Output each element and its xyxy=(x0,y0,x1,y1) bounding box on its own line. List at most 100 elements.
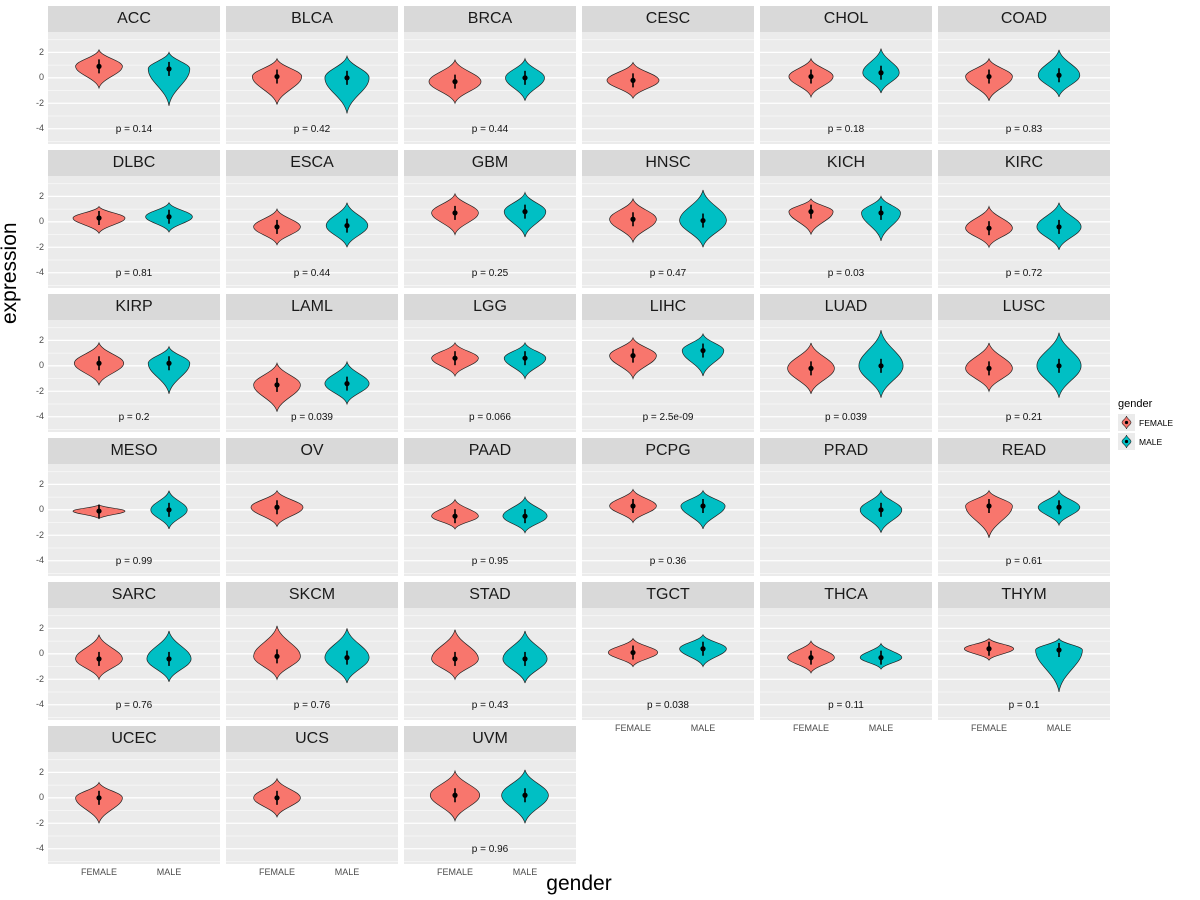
median-point-female xyxy=(452,355,458,361)
median-point-male xyxy=(1056,647,1062,653)
p-value-label: p = 0.03 xyxy=(828,268,865,279)
facet-title-UCEC: UCEC xyxy=(48,726,220,752)
p-value-label: p = 0.36 xyxy=(650,556,687,567)
median-point-female xyxy=(96,63,102,69)
facet-CESC: CESC xyxy=(582,6,754,144)
x-axis-title: gender xyxy=(546,872,612,895)
median-point-female xyxy=(808,655,814,661)
median-point-male xyxy=(166,360,172,366)
facet-SKCM: SKCM p = 0.76 xyxy=(226,582,398,720)
median-point-male xyxy=(700,347,706,354)
y-tick-label: -2 xyxy=(35,817,44,828)
y-tick-label: 2 xyxy=(38,766,44,777)
panel-LGG: p = 0.066 xyxy=(404,320,576,432)
p-value-label: p = 0.25 xyxy=(472,268,509,279)
p-value-label: p = 0.83 xyxy=(1006,124,1043,135)
facet-grid: ACC p = 0.14 2 0 -2 -4 BLCA p = 0.42 BRCA p = 0.4… xyxy=(36,6,1110,877)
median-point-male xyxy=(878,507,884,513)
facet-LUAD: LUAD p = 0.039 xyxy=(760,294,932,432)
facet-title-STAD: STAD xyxy=(404,582,576,608)
facet-HNSC: HNSC p = 0.47 xyxy=(582,150,754,288)
y-tick-label: 0 xyxy=(38,504,44,515)
y-tick-label: -4 xyxy=(35,267,44,278)
median-point-female xyxy=(452,513,458,519)
p-value-label: p = 0.42 xyxy=(294,124,331,135)
panel-LIHC: p = 2.5e-09 xyxy=(582,320,754,432)
legend-key-female-icon xyxy=(1118,414,1135,431)
p-value-label: p = 0.039 xyxy=(291,412,333,423)
legend-item-male: MALE xyxy=(1118,433,1196,450)
x-tick-label-female: FEMALE xyxy=(970,723,1007,733)
median-point-male xyxy=(344,75,350,81)
panel-LUAD: p = 0.039 xyxy=(760,320,932,432)
facet-UVM: UVM p = 0.96 FEMALE MALE xyxy=(404,726,576,877)
median-point-male xyxy=(1056,363,1062,369)
facet-title-LGG: LGG xyxy=(404,294,576,320)
median-point-female xyxy=(986,365,992,371)
median-point-male xyxy=(1056,72,1062,78)
panel-BRCA: p = 0.44 xyxy=(404,32,576,144)
median-point-male xyxy=(522,513,528,519)
panel-THCA: p = 0.11 xyxy=(760,608,932,720)
facet-PAAD: PAAD p = 0.95 xyxy=(404,438,576,576)
panel-DLBC: p = 0.81 xyxy=(48,176,220,288)
facet-STAD: STAD p = 0.43 xyxy=(404,582,576,720)
facet-title-THYM: THYM xyxy=(938,582,1110,608)
median-point-male xyxy=(344,381,350,387)
facet-LAML: LAML p = 0.039 xyxy=(226,294,398,432)
legend-label: FEMALE xyxy=(1139,417,1174,428)
x-tick-label-female: FEMALE xyxy=(436,867,473,877)
facet-LUSC: LUSC p = 0.21 xyxy=(938,294,1110,432)
panel-KIRP: p = 0.2 xyxy=(48,320,220,432)
median-point-female xyxy=(630,216,636,222)
panel-TGCT: p = 0.038 xyxy=(582,608,754,720)
p-value-label: p = 0.44 xyxy=(472,124,509,135)
median-point-female xyxy=(96,215,102,221)
median-point-male xyxy=(166,214,172,220)
x-tick-label-male: MALE xyxy=(690,723,716,733)
x-tick-label-female: FEMALE xyxy=(792,723,829,733)
median-point-female xyxy=(274,653,280,659)
facet-title-COAD: COAD xyxy=(938,6,1110,32)
median-point-male xyxy=(344,223,350,229)
facet-title-UCS: UCS xyxy=(226,726,398,752)
p-value-label: p = 0.81 xyxy=(116,268,153,279)
p-value-label: p = 0.14 xyxy=(116,124,153,135)
median-point-female xyxy=(630,77,636,83)
p-value-label: p = 0.76 xyxy=(294,700,331,711)
y-tick-label: 0 xyxy=(38,648,44,659)
p-value-label: p = 0.99 xyxy=(116,556,153,567)
x-tick-label-female: FEMALE xyxy=(80,867,117,877)
median-point-female xyxy=(986,73,992,80)
violin-female xyxy=(965,489,1013,538)
facet-title-CHOL: CHOL xyxy=(760,6,932,32)
facet-PRAD: PRAD xyxy=(760,438,932,576)
panel-SARC: p = 0.76 xyxy=(48,608,220,720)
panel-CHOL: p = 0.18 xyxy=(760,32,932,144)
median-point-female xyxy=(274,73,280,80)
median-point-female xyxy=(96,656,102,662)
median-point-male xyxy=(522,656,528,662)
median-point-female xyxy=(986,225,992,231)
violin-male xyxy=(147,345,191,394)
legend-title: gender xyxy=(1118,398,1153,410)
panel-UCS xyxy=(226,752,398,864)
legend-label: MALE xyxy=(1139,436,1163,447)
median-point-female xyxy=(96,795,102,801)
panel-HNSC: p = 0.47 xyxy=(582,176,754,288)
median-point-female xyxy=(96,360,102,366)
facet-ESCA: ESCA p = 0.44 xyxy=(226,150,398,288)
y-tick-label: -2 xyxy=(35,385,44,396)
median-point-female xyxy=(452,792,458,798)
p-value-label: p = 0.11 xyxy=(828,700,864,711)
facet-title-BRCA: BRCA xyxy=(404,6,576,32)
facet-COAD: COAD p = 0.83 xyxy=(938,6,1110,144)
facet-title-MESO: MESO xyxy=(48,438,220,464)
median-point-female xyxy=(630,503,636,509)
facet-title-GBM: GBM xyxy=(404,150,576,176)
panel-UCEC xyxy=(48,752,220,864)
facet-title-CESC: CESC xyxy=(582,6,754,32)
panel-STAD: p = 0.43 xyxy=(404,608,576,720)
p-value-label: p = 0.44 xyxy=(294,268,331,279)
facet-LIHC: LIHC p = 2.5e-09 xyxy=(582,294,754,432)
